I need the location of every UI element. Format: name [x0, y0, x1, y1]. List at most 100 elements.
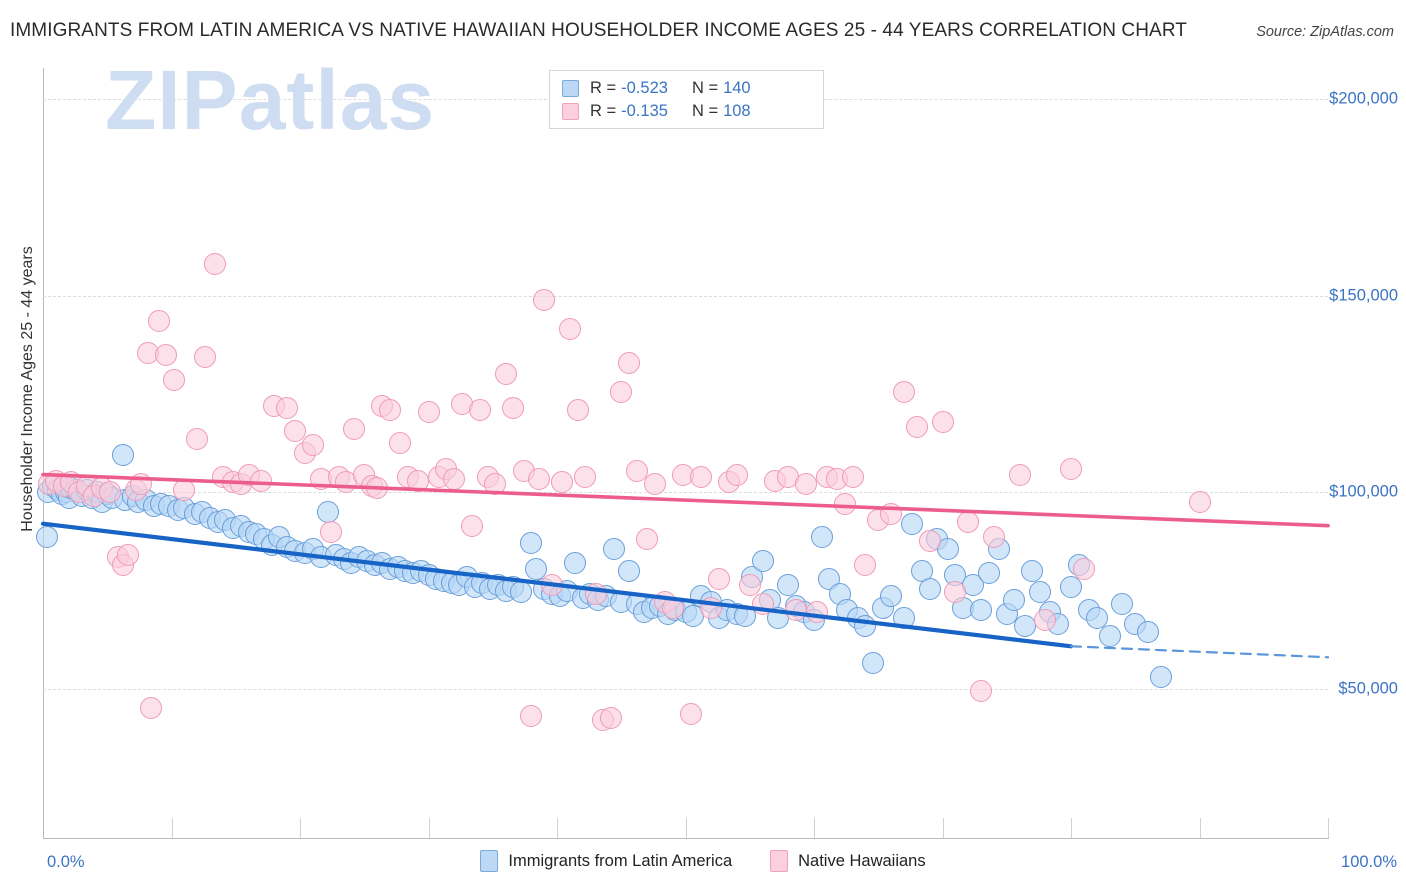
scatter-point[interactable]: [1008, 463, 1031, 486]
scatter-point[interactable]: [163, 369, 186, 392]
scatter-point[interactable]: [98, 481, 121, 504]
scatter-point[interactable]: [494, 363, 517, 386]
scatter-point[interactable]: [795, 473, 818, 496]
scatter-point[interactable]: [1149, 665, 1172, 688]
gridline: [43, 295, 1328, 297]
scatter-point[interactable]: [689, 465, 712, 488]
scatter-point[interactable]: [862, 652, 885, 675]
scatter-point[interactable]: [1072, 557, 1095, 580]
scatter-point[interactable]: [1188, 491, 1211, 514]
scatter-point[interactable]: [558, 318, 581, 341]
scatter-point[interactable]: [111, 443, 134, 466]
scatter-point[interactable]: [520, 532, 543, 555]
scatter-point[interactable]: [944, 581, 967, 604]
scatter-point[interactable]: [520, 705, 543, 728]
scatter-point[interactable]: [342, 418, 365, 441]
scatter-point[interactable]: [905, 416, 928, 439]
scatter-point[interactable]: [574, 465, 597, 488]
scatter-point[interactable]: [533, 288, 556, 311]
trendline-immigrants-extrapolated: [1069, 645, 1330, 659]
scatter-point[interactable]: [378, 398, 401, 421]
correlation-row-pink: R = -0.135 N = 108: [562, 100, 813, 123]
y-tick-label: $50,000: [1338, 679, 1398, 698]
legend-swatch-immigrants: [562, 80, 579, 97]
scatter-point[interactable]: [599, 707, 622, 730]
scatter-point[interactable]: [751, 550, 774, 573]
scatter-point[interactable]: [880, 585, 903, 608]
scatter-point[interactable]: [417, 400, 440, 423]
scatter-point[interactable]: [982, 526, 1005, 549]
scatter-point[interactable]: [1085, 607, 1108, 629]
scatter-point[interactable]: [679, 703, 702, 726]
x-tick: [942, 818, 944, 838]
scatter-point[interactable]: [1098, 624, 1121, 647]
scatter-point[interactable]: [566, 398, 589, 421]
scatter-point[interactable]: [468, 398, 491, 421]
scatter-point[interactable]: [977, 561, 1000, 584]
scatter-point[interactable]: [854, 553, 877, 576]
scatter-point[interactable]: [810, 526, 833, 549]
scatter-point[interactable]: [484, 473, 507, 496]
scatter-point[interactable]: [643, 473, 666, 496]
scatter-point[interactable]: [1029, 581, 1052, 604]
legend-item-immigrants[interactable]: Immigrants from Latin America: [480, 850, 732, 872]
scatter-point[interactable]: [892, 607, 915, 629]
scatter-point[interactable]: [777, 573, 800, 596]
scatter-point[interactable]: [1003, 589, 1026, 612]
scatter-point[interactable]: [301, 434, 324, 457]
scatter-point[interactable]: [1021, 559, 1044, 582]
scatter-point[interactable]: [35, 526, 58, 549]
scatter-point[interactable]: [707, 567, 730, 590]
series-legend: Immigrants from Latin America Native Haw…: [0, 850, 1406, 872]
scatter-point[interactable]: [1111, 593, 1134, 616]
x-tick: [1328, 818, 1329, 838]
scatter-point[interactable]: [139, 697, 162, 720]
scatter-point[interactable]: [443, 467, 466, 490]
scatter-point[interactable]: [931, 410, 954, 433]
scatter-point[interactable]: [1034, 608, 1057, 631]
legend-item-hawaiians[interactable]: Native Hawaiians: [770, 850, 926, 872]
scatter-point[interactable]: [918, 577, 941, 600]
scatter-point[interactable]: [625, 459, 648, 482]
scatter-point[interactable]: [833, 493, 856, 516]
scatter-point[interactable]: [563, 552, 586, 574]
scatter-point[interactable]: [528, 467, 550, 490]
scatter-point[interactable]: [970, 599, 993, 622]
scatter-point[interactable]: [319, 520, 342, 543]
scatter-point[interactable]: [1060, 457, 1082, 480]
x-tick: [814, 818, 815, 838]
scatter-point[interactable]: [610, 381, 633, 404]
scatter-point[interactable]: [892, 381, 915, 404]
x-tick: [171, 818, 173, 838]
scatter-point[interactable]: [204, 253, 227, 276]
scatter-point[interactable]: [738, 573, 761, 596]
scatter-point[interactable]: [186, 428, 209, 451]
scatter-point[interactable]: [900, 512, 923, 535]
scatter-point[interactable]: [389, 432, 412, 455]
legend-swatch-hawaiians: [562, 103, 579, 120]
scatter-point[interactable]: [841, 465, 864, 488]
scatter-point[interactable]: [193, 345, 216, 368]
x-tick: [428, 818, 430, 838]
scatter-point[interactable]: [116, 544, 139, 567]
scatter-point[interactable]: [635, 528, 658, 551]
scatter-point[interactable]: [551, 471, 574, 494]
scatter-point[interactable]: [1137, 620, 1160, 643]
scatter-point[interactable]: [918, 530, 941, 553]
scatter-point[interactable]: [602, 538, 625, 561]
scatter-point[interactable]: [502, 396, 525, 419]
legend-color-hawaiians: [770, 850, 789, 872]
scatter-point[interactable]: [970, 679, 993, 702]
scatter-point[interactable]: [1060, 575, 1082, 598]
n-label-blue: N =: [691, 79, 719, 97]
scatter-point[interactable]: [617, 559, 640, 582]
n-value-pink: 108: [723, 102, 751, 120]
scatter-point[interactable]: [250, 469, 273, 492]
scatter-point[interactable]: [155, 343, 178, 366]
scatter-point[interactable]: [617, 351, 640, 374]
scatter-point[interactable]: [283, 420, 306, 443]
scatter-point[interactable]: [461, 514, 484, 537]
scatter-point[interactable]: [276, 396, 299, 419]
scatter-point[interactable]: [147, 310, 170, 333]
scatter-point[interactable]: [725, 463, 748, 486]
